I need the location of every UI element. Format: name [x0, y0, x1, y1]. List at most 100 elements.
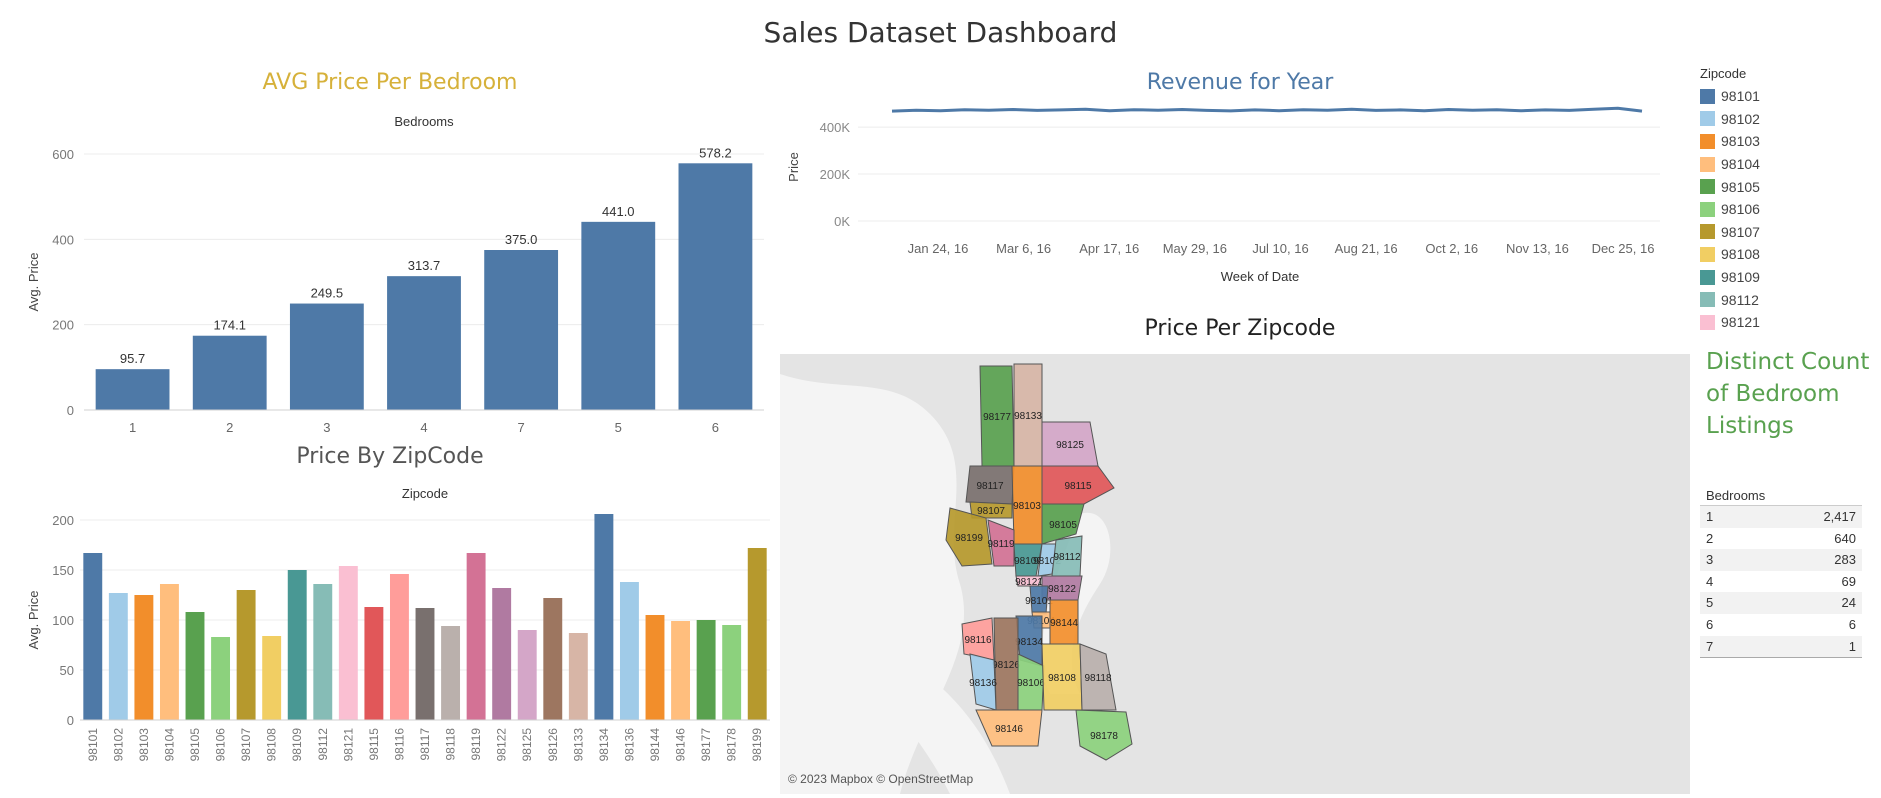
- bar[interactable]: [192, 335, 267, 410]
- bar[interactable]: [619, 582, 639, 720]
- zipcode-region[interactable]: [1079, 643, 1117, 711]
- bar[interactable]: [568, 633, 588, 720]
- bar[interactable]: [466, 553, 486, 720]
- zipcode-region-label: 98134: [1015, 637, 1043, 648]
- x-tick-label: 98178: [725, 728, 739, 762]
- legend-item[interactable]: 98121: [1700, 311, 1870, 334]
- y-tick-label: 100: [52, 613, 74, 628]
- data-label: 578.2: [699, 145, 732, 160]
- bar[interactable]: [211, 637, 231, 720]
- x-tick-label: Nov 13, 16: [1506, 241, 1569, 256]
- legend-item[interactable]: 98104: [1700, 153, 1870, 176]
- bar[interactable]: [289, 303, 364, 410]
- legend-swatch: [1700, 292, 1715, 308]
- zipcode-region-label: 98126: [992, 660, 1020, 671]
- zipcode-region-label: 98118: [1084, 673, 1112, 684]
- bar[interactable]: [678, 163, 753, 410]
- x-tick-label: 98116: [392, 728, 406, 761]
- zipcode-region-label: 98101: [1025, 596, 1053, 607]
- legend-item[interactable]: 98101: [1700, 85, 1870, 108]
- legend-item[interactable]: 98102: [1700, 108, 1870, 131]
- revenue-title: Revenue for Year: [1146, 70, 1334, 95]
- bar[interactable]: [287, 570, 307, 720]
- legend-item[interactable]: 98103: [1700, 130, 1870, 153]
- bar[interactable]: [338, 566, 358, 720]
- zipcode-region-label: 98177: [983, 412, 1011, 423]
- row-value: 24: [1841, 595, 1856, 611]
- legend-label: 98109: [1721, 269, 1760, 286]
- bar[interactable]: [696, 620, 716, 720]
- bar[interactable]: [484, 250, 559, 410]
- legend-item[interactable]: 98109: [1700, 266, 1870, 289]
- legend-label: 98105: [1721, 178, 1760, 195]
- map-canvas[interactable]: 98177 98133 98125 98117 98115 98107 98103 98105…: [780, 354, 1690, 794]
- x-tick-label: 98133: [571, 728, 585, 762]
- zipcode-map[interactable]: 98177 98133 98125 98117 98115 98107 98103 98105…: [780, 354, 1690, 794]
- zipcode-region-label: 98102: [1033, 556, 1061, 567]
- legend-label: 98103: [1721, 133, 1760, 150]
- zipcode-region[interactable]: [987, 519, 1015, 567]
- bar[interactable]: [134, 595, 154, 720]
- bar[interactable]: [185, 612, 205, 720]
- bar[interactable]: [747, 548, 767, 720]
- bar[interactable]: [262, 636, 282, 720]
- bar[interactable]: [236, 590, 256, 720]
- legend-item[interactable]: 98106: [1700, 198, 1870, 221]
- bar[interactable]: [492, 588, 512, 720]
- legend-label: 98106: [1721, 201, 1760, 218]
- bar[interactable]: [83, 553, 103, 720]
- map-credit: © 2023 Mapbox © OpenStreetMap: [788, 772, 974, 786]
- legend-swatch: [1700, 314, 1715, 330]
- bar[interactable]: [108, 593, 128, 720]
- bar[interactable]: [415, 608, 435, 720]
- revenue-chart: Price 0K 200K 400K Jan 24, 16 Mar 6, 16 Apr 17…: [786, 106, 1660, 284]
- zipcode-region-label: 98103: [1013, 501, 1041, 512]
- legend-label: 98121: [1721, 314, 1760, 331]
- x-tick-label: 7: [518, 420, 525, 432]
- bar[interactable]: [389, 574, 409, 720]
- table-row: 2 640: [1700, 528, 1862, 550]
- bar[interactable]: [594, 514, 614, 720]
- bar[interactable]: [581, 221, 656, 410]
- bar[interactable]: [313, 584, 333, 720]
- legend-item[interactable]: 98108: [1700, 243, 1870, 266]
- zipcode-region[interactable]: [945, 507, 993, 567]
- bar[interactable]: [722, 625, 742, 720]
- legend-item[interactable]: 98112: [1700, 288, 1870, 311]
- bar[interactable]: [543, 598, 563, 720]
- x-tick-label: 3: [323, 420, 330, 432]
- zipcode-region[interactable]: [1075, 709, 1133, 761]
- bar[interactable]: [517, 630, 537, 720]
- legend-swatch: [1700, 201, 1715, 217]
- legend-item[interactable]: 98107: [1700, 221, 1870, 244]
- bar[interactable]: [159, 584, 179, 720]
- zipcode-region-label: 98146: [995, 724, 1023, 735]
- bar[interactable]: [671, 621, 691, 720]
- bar[interactable]: [645, 615, 665, 720]
- x-tick-label: 98115: [367, 728, 381, 761]
- x-tick-label: 98105: [188, 728, 202, 762]
- data-label: 313.7: [408, 258, 441, 273]
- x-tick-label: 98109: [290, 728, 304, 762]
- zipcode-region[interactable]: [1041, 503, 1085, 545]
- row-label: 2: [1706, 530, 1714, 546]
- map-title: Price Per Zipcode: [1144, 316, 1336, 341]
- zipcode-region[interactable]: [969, 501, 1013, 519]
- x-tick-label: 98134: [597, 728, 611, 762]
- zipcode-region[interactable]: [975, 709, 1043, 747]
- bar[interactable]: [364, 607, 384, 720]
- legend-swatch: [1700, 269, 1715, 285]
- legend-title: Zipcode: [1700, 66, 1747, 81]
- legend-item[interactable]: 98105: [1700, 175, 1870, 198]
- row-label: 3: [1706, 552, 1714, 568]
- avg-price-bedroom-title: AVG Price Per Bedroom: [262, 70, 518, 95]
- zipcode-region-label: 98106: [1017, 678, 1045, 689]
- bar[interactable]: [95, 369, 170, 410]
- bar[interactable]: [387, 276, 461, 410]
- revenue-line[interactable]: [891, 106, 1643, 113]
- legend-swatch: [1700, 179, 1715, 195]
- bar[interactable]: [441, 626, 461, 720]
- data-label: 95.7: [120, 351, 145, 366]
- x-tick-label: 98118: [444, 728, 458, 761]
